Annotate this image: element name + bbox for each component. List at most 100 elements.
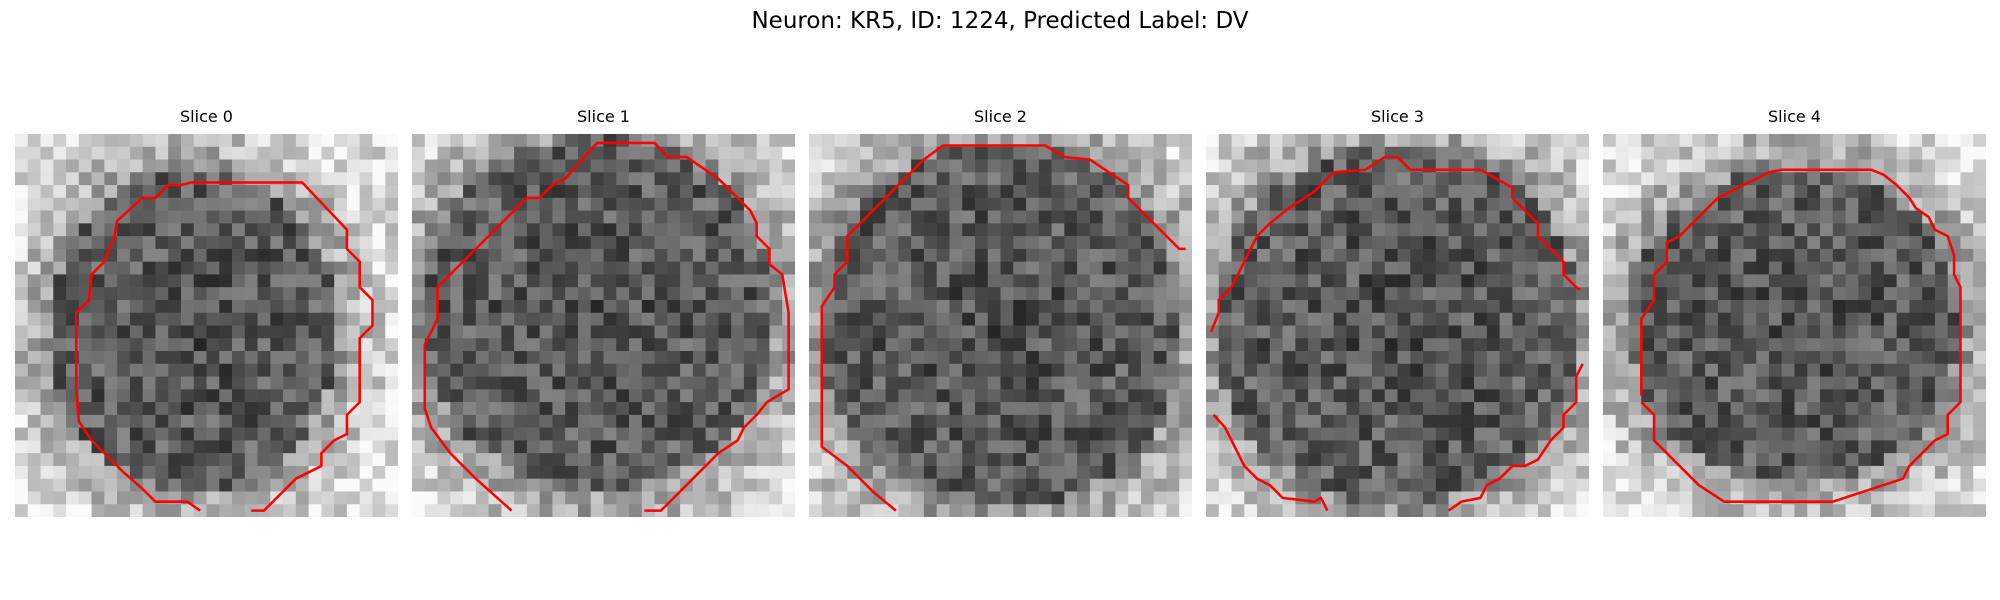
pixel-cell (1973, 440, 1986, 453)
pixel-cell (412, 466, 425, 479)
pixel-cell (591, 415, 604, 428)
pixel-cell (809, 262, 822, 275)
pixel-cell (1858, 262, 1871, 275)
pixel-cell (1013, 185, 1026, 198)
pixel-cell (898, 440, 911, 453)
pixel-cell (489, 453, 502, 466)
pixel-cell (245, 287, 258, 300)
pixel-cell (1308, 453, 1321, 466)
pixel-cell (1244, 428, 1257, 441)
pixel-cell (130, 134, 143, 147)
pixel-cell (1705, 389, 1718, 402)
pixel-cell (283, 466, 296, 479)
pixel-cell (1179, 364, 1192, 377)
pixel-cell (988, 287, 1001, 300)
pixel-cell (1346, 198, 1359, 211)
pixel-cell (1179, 287, 1192, 300)
pixel-cell (1884, 300, 1897, 313)
pixel-cell (578, 479, 591, 492)
pixel-cell (476, 389, 489, 402)
pixel-cell (168, 415, 181, 428)
pixel-cell (168, 466, 181, 479)
pixel-cell (578, 198, 591, 211)
pixel-cell (1960, 313, 1973, 326)
pixel-cell (155, 377, 168, 390)
pixel-cell (1795, 440, 1808, 453)
pixel-cell (1359, 147, 1372, 160)
pixel-cell (438, 326, 451, 339)
pixel-cell (1756, 389, 1769, 402)
pixel-cell (53, 504, 66, 517)
pixel-cell (309, 287, 322, 300)
pixel-cell (1960, 364, 1973, 377)
pixel-cell (1909, 389, 1922, 402)
pixel-cell (898, 313, 911, 326)
pixel-cell (527, 198, 540, 211)
pixel-cell (1372, 172, 1385, 185)
pixel-cell (1871, 466, 1884, 479)
pixel-cell (1001, 185, 1014, 198)
pixel-cell (1705, 223, 1718, 236)
pixel-cell (412, 326, 425, 339)
pixel-cell (28, 236, 41, 249)
pixel-cell (1219, 466, 1232, 479)
pixel-cell (1629, 453, 1642, 466)
pixel-cell (66, 223, 79, 236)
pixel-cell (1052, 223, 1065, 236)
pixel-cell (1206, 198, 1219, 211)
pixel-cell (1064, 389, 1077, 402)
pixel-cell (321, 389, 334, 402)
pixel-cell (1692, 287, 1705, 300)
pixel-cell (66, 262, 79, 275)
pixel-cell (527, 236, 540, 249)
pixel-cell (706, 274, 719, 287)
pixel-cell (886, 262, 899, 275)
pixel-cell (1654, 147, 1667, 160)
pixel-cell (1385, 364, 1398, 377)
pixel-cell (629, 453, 642, 466)
pixel-cell (949, 351, 962, 364)
pixel-cell (911, 351, 924, 364)
pixel-cell (680, 364, 693, 377)
pixel-cell (28, 338, 41, 351)
pixel-cell (1948, 466, 1961, 479)
pixel-cell (360, 402, 373, 415)
pixel-cell (1346, 504, 1359, 517)
pixel-cell (552, 466, 565, 479)
pixel-cell (1257, 172, 1270, 185)
pixel-cell (1667, 185, 1680, 198)
pixel-cell (245, 453, 258, 466)
pixel-cell (1705, 172, 1718, 185)
pixel-cell (949, 466, 962, 479)
pixel-cell (1308, 479, 1321, 492)
pixel-cell (1270, 326, 1283, 339)
pixel-cell (988, 389, 1001, 402)
pixel-cell (1795, 466, 1808, 479)
pixel-cell (642, 491, 655, 504)
pixel-cell (655, 211, 668, 224)
pixel-cell (1782, 364, 1795, 377)
pixel-cell (425, 172, 438, 185)
pixel-cell (565, 326, 578, 339)
pixel-cell (53, 262, 66, 275)
pixel-cell (296, 453, 309, 466)
pixel-cell (1154, 236, 1167, 249)
pixel-cell (501, 351, 514, 364)
pixel-cell (1897, 453, 1910, 466)
pixel-cell (1410, 236, 1423, 249)
pixel-cell (258, 147, 271, 160)
pixel-cell (1756, 223, 1769, 236)
pixel-cell (372, 198, 385, 211)
pixel-cell (1090, 402, 1103, 415)
pixel-cell (1206, 338, 1219, 351)
pixel-cell (1487, 351, 1500, 364)
pixel-cell (655, 274, 668, 287)
pixel-cell (1077, 504, 1090, 517)
pixel-cell (527, 211, 540, 224)
pixel-cell (1219, 504, 1232, 517)
pixel-cell (565, 134, 578, 147)
pixel-cell (1922, 236, 1935, 249)
pixel-cell (1359, 223, 1372, 236)
pixel-cell (822, 313, 835, 326)
pixel-cell (1398, 236, 1411, 249)
